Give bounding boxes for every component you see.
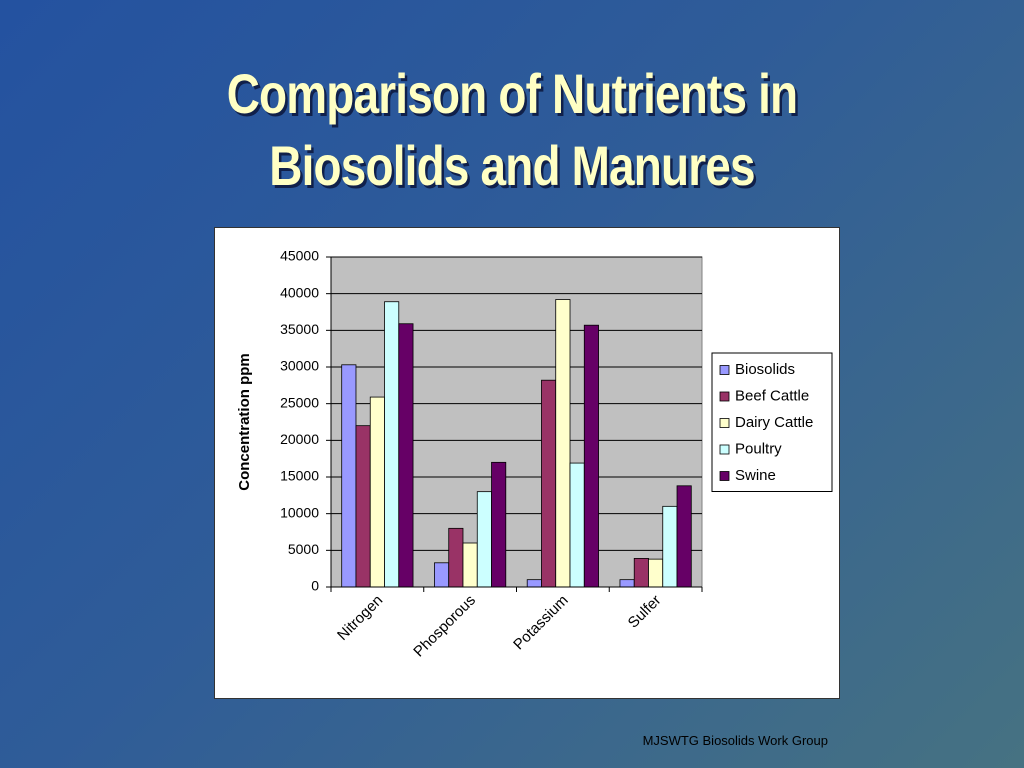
bar-swine [491, 461, 507, 588]
bar-biosolids [619, 579, 635, 588]
bar-poultry [662, 505, 678, 588]
bar-dairy-cattle [555, 299, 571, 588]
y-axis-label: Concentration ppm [236, 353, 253, 491]
x-tick-label: Phosporous [410, 592, 479, 661]
bar-beef-cattle [355, 425, 371, 588]
bar-poultry [569, 462, 585, 588]
legend: Biosolids Beef Cattle Dairy Cattle Poultry S… [711, 352, 833, 492]
axes [326, 256, 703, 592]
bar-poultry [384, 301, 400, 588]
bar-beef-cattle [541, 379, 557, 588]
x-tick-label: Nitrogen [334, 592, 386, 644]
y-tick-label: 5000 [288, 541, 319, 557]
y-tick-label: 35000 [280, 321, 319, 337]
legend-swatch [719, 444, 730, 455]
legend-label: Poultry [735, 440, 782, 457]
legend-swatch [719, 391, 730, 402]
footer-credit: MJSWTG Biosolids Work Group [642, 733, 828, 748]
y-tick-label: 30000 [280, 358, 319, 374]
bar-beef-cattle [448, 527, 464, 588]
y-tick-labels: 0 5000 10000 15000 20000 25000 30000 35000 40000… [280, 248, 319, 594]
legend-label: Biosolids [735, 361, 795, 378]
x-tick-label: Sulfer [625, 592, 665, 632]
y-tick-label: 45000 [280, 248, 319, 264]
bar-biosolids [526, 579, 542, 588]
bar-biosolids [434, 562, 450, 588]
bar-beef-cattle [633, 557, 649, 588]
legend-box [711, 352, 833, 492]
x-tick-label: Potassium [510, 592, 572, 654]
y-tick-label: 0 [311, 578, 319, 594]
x-tick-labels: Nitrogen Phosporous Potassium Sulfer [334, 592, 664, 661]
legend-label: Swine [735, 467, 776, 484]
bar-swine [583, 324, 599, 588]
bar-dairy-cattle [462, 542, 478, 588]
legend-label: Dairy Cattle [735, 414, 813, 431]
y-tick-label: 40000 [280, 284, 319, 300]
bar-poultry [476, 491, 492, 588]
y-tick-label: 15000 [280, 468, 319, 484]
bar-biosolids [341, 364, 357, 588]
legend-swatch [719, 418, 730, 428]
bar-swine [398, 323, 414, 588]
legend-label: Beef Cattle [735, 387, 809, 404]
bar-dairy-cattle [369, 396, 385, 588]
slide-title-line-2: Biosolids and Manures [269, 134, 755, 197]
legend-swatch [719, 471, 730, 481]
bars [341, 299, 692, 588]
legend-swatch [719, 365, 730, 375]
y-tick-label: 20000 [280, 431, 319, 447]
y-tick-label: 10000 [280, 504, 319, 520]
bar-swine [676, 485, 692, 588]
slide-title-line-1: Comparison of Nutrients in [226, 62, 798, 125]
y-tick-label: 25000 [280, 394, 319, 410]
chart-container: 0 5000 10000 15000 20000 25000 30000 35000 40000… [214, 227, 840, 699]
bar-chart: 0 5000 10000 15000 20000 25000 30000 35000 40000… [236, 248, 833, 661]
slide-title: Comparison of Nutrients in Biosolids and… [92, 58, 932, 202]
bar-dairy-cattle [648, 558, 664, 588]
